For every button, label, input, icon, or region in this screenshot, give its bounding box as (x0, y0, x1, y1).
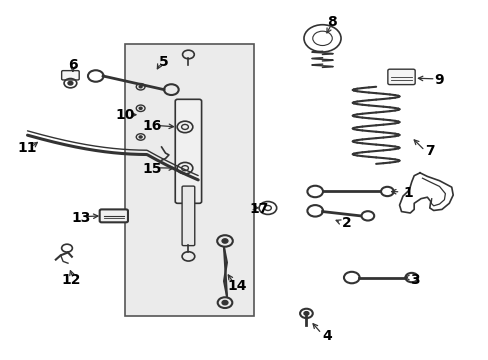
Text: 11: 11 (18, 141, 37, 155)
Text: 9: 9 (434, 73, 444, 87)
Text: 7: 7 (424, 144, 434, 158)
Text: 8: 8 (327, 15, 336, 29)
Text: 1: 1 (402, 185, 412, 199)
Circle shape (139, 107, 142, 109)
Text: 6: 6 (68, 58, 78, 72)
Text: 2: 2 (341, 216, 351, 230)
FancyBboxPatch shape (175, 99, 201, 203)
Circle shape (68, 81, 73, 85)
Text: 17: 17 (249, 202, 268, 216)
Text: 14: 14 (227, 279, 246, 293)
Circle shape (222, 301, 227, 305)
FancyBboxPatch shape (182, 186, 194, 246)
Circle shape (222, 239, 227, 243)
Circle shape (139, 86, 142, 88)
Circle shape (304, 312, 308, 315)
Text: 10: 10 (115, 108, 135, 122)
Text: 5: 5 (159, 55, 168, 69)
Text: 3: 3 (409, 273, 419, 287)
Text: 13: 13 (71, 211, 91, 225)
FancyBboxPatch shape (61, 71, 79, 80)
Text: 15: 15 (142, 162, 161, 176)
Circle shape (139, 136, 142, 138)
FancyBboxPatch shape (387, 69, 414, 85)
Text: 4: 4 (322, 329, 331, 343)
Bar (125, 44, 254, 316)
Text: 12: 12 (61, 273, 81, 287)
FancyBboxPatch shape (100, 210, 128, 222)
Text: 16: 16 (142, 119, 161, 133)
